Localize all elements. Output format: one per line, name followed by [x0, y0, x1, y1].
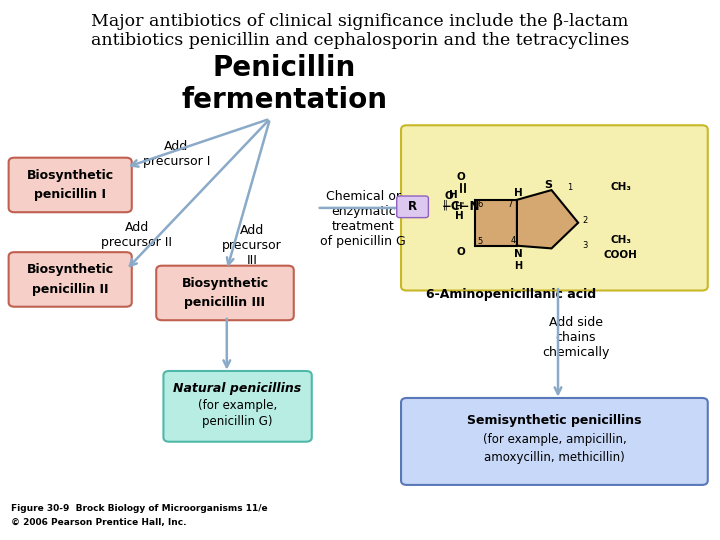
Text: R: R	[408, 200, 417, 213]
Text: 3: 3	[582, 241, 588, 250]
Text: Add
precursor I: Add precursor I	[143, 140, 210, 168]
Text: Penicillin
fermentation: Penicillin fermentation	[181, 53, 387, 114]
Text: penicillin II: penicillin II	[32, 282, 109, 296]
Text: (for example, ampicillin,: (for example, ampicillin,	[482, 433, 626, 447]
FancyBboxPatch shape	[397, 196, 428, 218]
Text: N: N	[514, 249, 523, 259]
Text: Biosynthetic: Biosynthetic	[181, 276, 269, 290]
Text: Add
precursor II: Add precursor II	[102, 221, 172, 249]
Text: H: H	[449, 191, 458, 200]
FancyBboxPatch shape	[9, 252, 132, 307]
Text: penicillin I: penicillin I	[35, 188, 107, 201]
Text: Biosynthetic: Biosynthetic	[27, 263, 114, 276]
Text: Biosynthetic: Biosynthetic	[27, 168, 114, 182]
Text: (for example,: (for example,	[198, 399, 277, 412]
Text: H: H	[514, 188, 523, 198]
Text: antibiotics penicillin and cephalosporin and the tetracyclines: antibiotics penicillin and cephalosporin…	[91, 32, 629, 49]
Text: Major antibiotics of clinical significance include the β-lactam: Major antibiotics of clinical significan…	[91, 14, 629, 30]
Text: ‖: ‖	[444, 200, 448, 211]
Text: 4: 4	[510, 236, 516, 245]
Text: O: O	[456, 172, 465, 182]
Text: O: O	[444, 191, 453, 201]
Text: Add
precursor
III: Add precursor III	[222, 224, 282, 267]
Text: Natural penicillins: Natural penicillins	[174, 382, 302, 395]
Text: H: H	[514, 261, 523, 271]
Text: O: O	[456, 247, 465, 257]
Text: 5: 5	[477, 237, 483, 246]
Text: H': H'	[454, 202, 464, 211]
Text: S: S	[544, 180, 552, 190]
Text: 1: 1	[567, 184, 572, 192]
Text: 6: 6	[477, 200, 483, 208]
Text: Chemical or
enzymatic
treatment
of penicillin G: Chemical or enzymatic treatment of penic…	[320, 190, 406, 248]
Text: COOH: COOH	[603, 250, 637, 260]
Polygon shape	[517, 190, 578, 248]
Text: © 2006 Pearson Prentice Hall, Inc.: © 2006 Pearson Prentice Hall, Inc.	[11, 517, 186, 526]
Text: Figure 30-9  Brock Biology of Microorganisms 11/e: Figure 30-9 Brock Biology of Microorgani…	[11, 504, 267, 513]
FancyBboxPatch shape	[401, 398, 708, 485]
Text: penicillin III: penicillin III	[184, 296, 266, 309]
Text: CH₃: CH₃	[611, 235, 631, 245]
FancyBboxPatch shape	[9, 158, 132, 212]
Text: Add side
chains
chemically: Add side chains chemically	[542, 316, 610, 359]
Text: amoxycillin, methicillin): amoxycillin, methicillin)	[484, 451, 625, 464]
Text: Semisynthetic penicillins: Semisynthetic penicillins	[467, 414, 642, 428]
FancyBboxPatch shape	[156, 266, 294, 320]
Text: H: H	[455, 211, 464, 221]
Text: 2: 2	[582, 215, 588, 225]
Text: 7: 7	[507, 200, 513, 208]
Polygon shape	[475, 200, 517, 246]
FancyBboxPatch shape	[401, 125, 708, 291]
Text: penicillin G): penicillin G)	[202, 415, 273, 428]
Text: 6-Aminopenicillanic acid: 6-Aminopenicillanic acid	[426, 288, 596, 301]
Text: −C−N: −C−N	[441, 200, 480, 213]
FancyBboxPatch shape	[163, 371, 312, 442]
Text: CH₃: CH₃	[611, 182, 631, 192]
